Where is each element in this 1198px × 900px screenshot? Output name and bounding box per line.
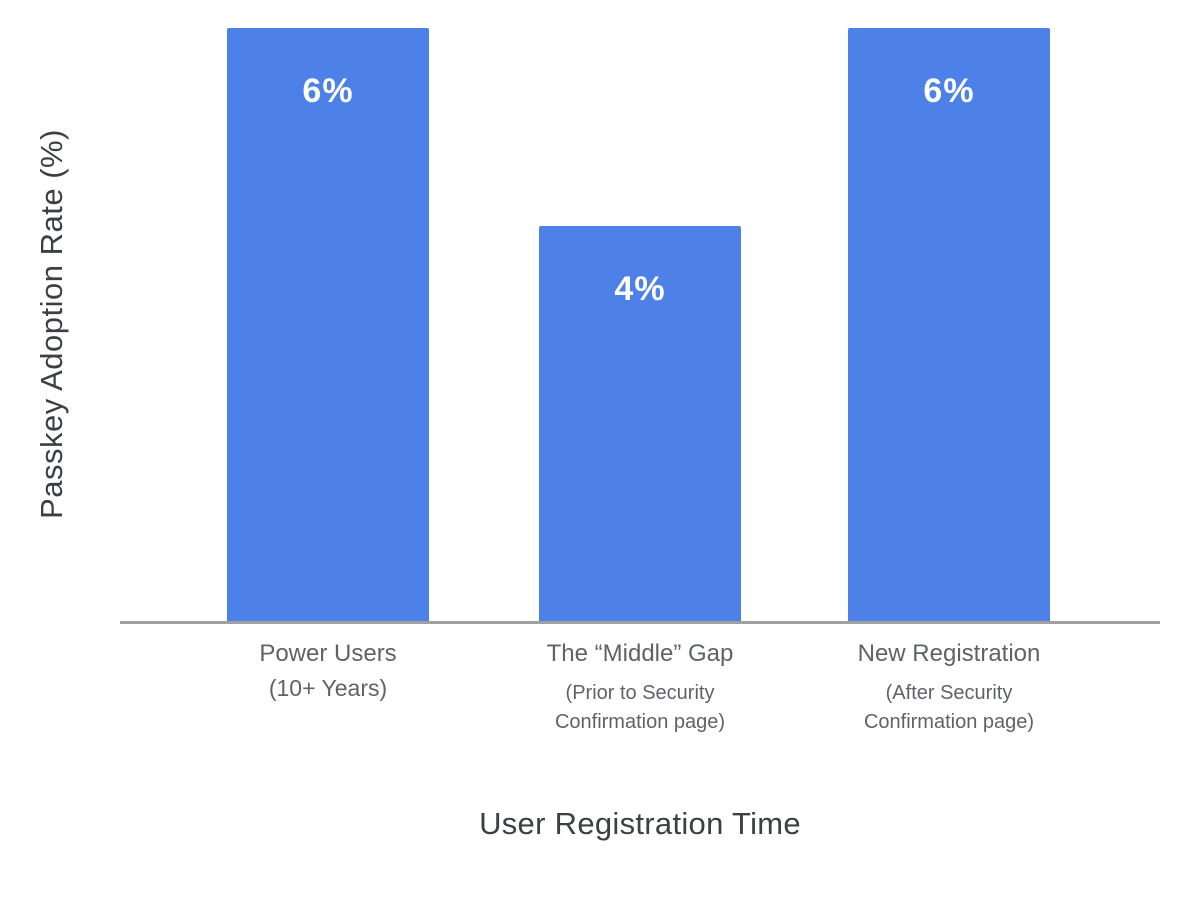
category-label-power-users: Power Users (10+ Years) xyxy=(168,639,488,703)
category-subtitle-line: (Prior to Security xyxy=(565,682,715,704)
category-subtitle-line: Confirmation page) xyxy=(554,711,726,733)
category-title: The “Middle” Gap xyxy=(546,640,734,667)
bar-value-label: 6% xyxy=(923,72,975,110)
category-subtitle-line: (After Security xyxy=(885,682,1013,704)
category-label-new-registration: New Registration (After Security Confirm… xyxy=(789,639,1109,737)
category-subtitle: (After Security Confirmation page) xyxy=(789,679,1109,737)
bar-new-registration: 6% xyxy=(848,28,1050,621)
bar-power-users: 6% xyxy=(227,28,429,621)
category-subtitle-line: Confirmation page) xyxy=(863,711,1035,733)
category-label-middle-gap: The “Middle” Gap (Prior to Security Conf… xyxy=(480,639,800,737)
bar-value-label: 6% xyxy=(302,72,354,110)
category-subtitle: (10+ Years) xyxy=(268,675,388,701)
bar-middle-gap: 4% xyxy=(539,225,741,621)
category-subtitle: (Prior to Security Confirmation page) xyxy=(480,679,800,737)
category-title: New Registration xyxy=(857,640,1041,667)
y-axis-title-text: Passkey Adoption Rate (%) xyxy=(34,129,69,519)
x-axis-title: User Registration Time xyxy=(479,806,801,841)
x-axis-line xyxy=(120,621,1160,624)
category-title: Power Users xyxy=(259,640,397,667)
bar-value-label: 4% xyxy=(614,269,666,308)
